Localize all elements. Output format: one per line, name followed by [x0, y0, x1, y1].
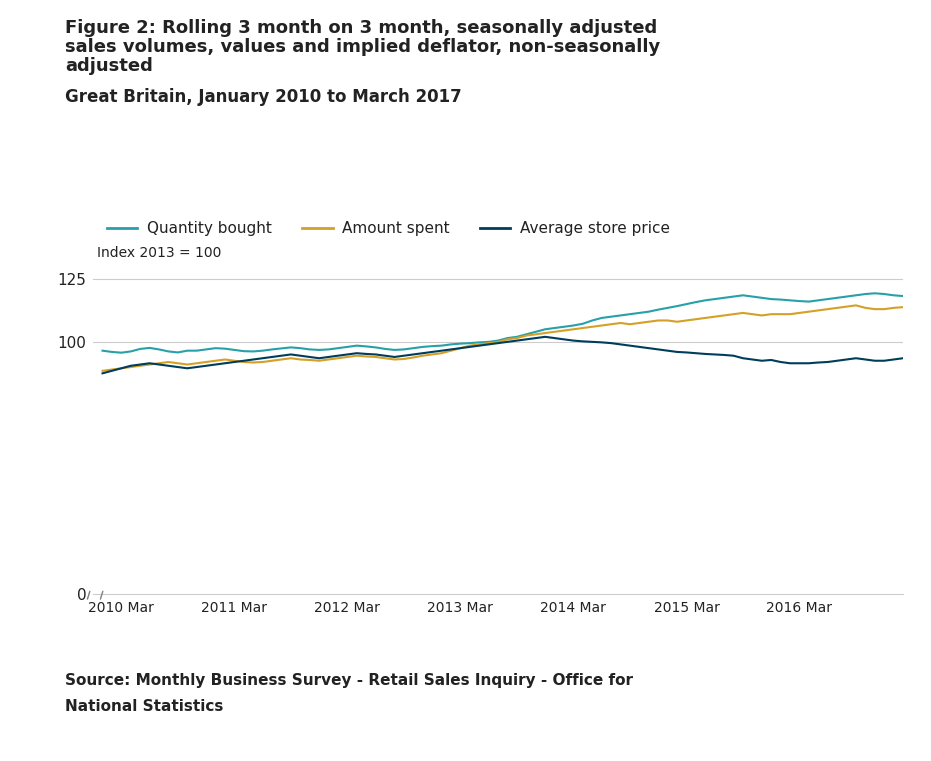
Legend: Quantity bought, Amount spent, Average store price: Quantity bought, Amount spent, Average s…	[101, 215, 676, 242]
Text: Great Britain, January 2010 to March 2017: Great Britain, January 2010 to March 201…	[65, 88, 462, 106]
Text: adjusted: adjusted	[65, 57, 153, 75]
Text: Source: Monthly Business Survey - Retail Sales Inquiry - Office for: Source: Monthly Business Survey - Retail…	[65, 673, 633, 689]
Text: National Statistics: National Statistics	[65, 699, 223, 714]
Text: Figure 2: Rolling 3 month on 3 month, seasonally adjusted: Figure 2: Rolling 3 month on 3 month, se…	[65, 19, 657, 37]
Text: Index 2013 = 100: Index 2013 = 100	[97, 246, 222, 260]
Text: sales volumes, values and implied deflator, non-seasonally: sales volumes, values and implied deflat…	[65, 38, 660, 56]
